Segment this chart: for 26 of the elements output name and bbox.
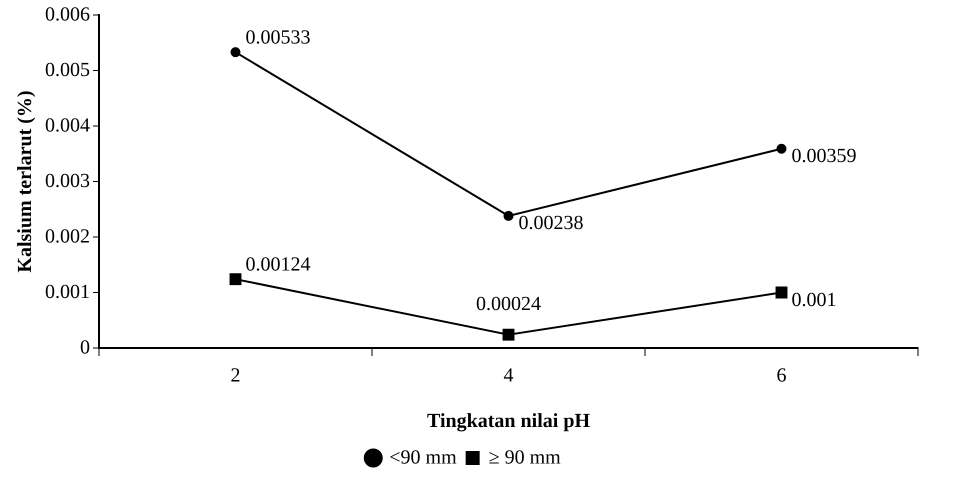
- y-tick-label: 0.006: [45, 3, 90, 26]
- point: [504, 210, 514, 221]
- point: [230, 47, 240, 58]
- data-label: 0.00359: [792, 145, 856, 168]
- x-tick-label: 2: [230, 364, 240, 386]
- y-tick-label: 0.002: [45, 225, 90, 248]
- data-label: 0.00024: [476, 292, 541, 315]
- y-tick-label: 0.005: [45, 58, 90, 81]
- point: [502, 328, 514, 341]
- data-label: 0.00124: [246, 253, 310, 276]
- x-tick-label: 6: [776, 364, 786, 386]
- data-label: 0.001: [792, 288, 836, 311]
- y-tick-label: 0.003: [45, 170, 90, 192]
- legend-label: ≥ 90 mm: [488, 446, 562, 468]
- x-tick-label: 4: [504, 364, 514, 386]
- y-tick-label: 0.001: [45, 280, 90, 303]
- point: [776, 144, 786, 154]
- data-label: 0.00238: [518, 212, 584, 234]
- x-axis-title: Tingkatan nilai pH: [426, 410, 590, 432]
- y-axis-title: Kalsium terlarut (%): [14, 90, 36, 273]
- legend-label: <90 mm: [389, 446, 458, 468]
- y-tick-label: 0.004: [45, 114, 90, 136]
- data-label: 0.00533: [246, 26, 310, 48]
- y-tick-label: 0: [80, 336, 90, 358]
- point: [776, 286, 788, 298]
- point: [230, 273, 242, 286]
